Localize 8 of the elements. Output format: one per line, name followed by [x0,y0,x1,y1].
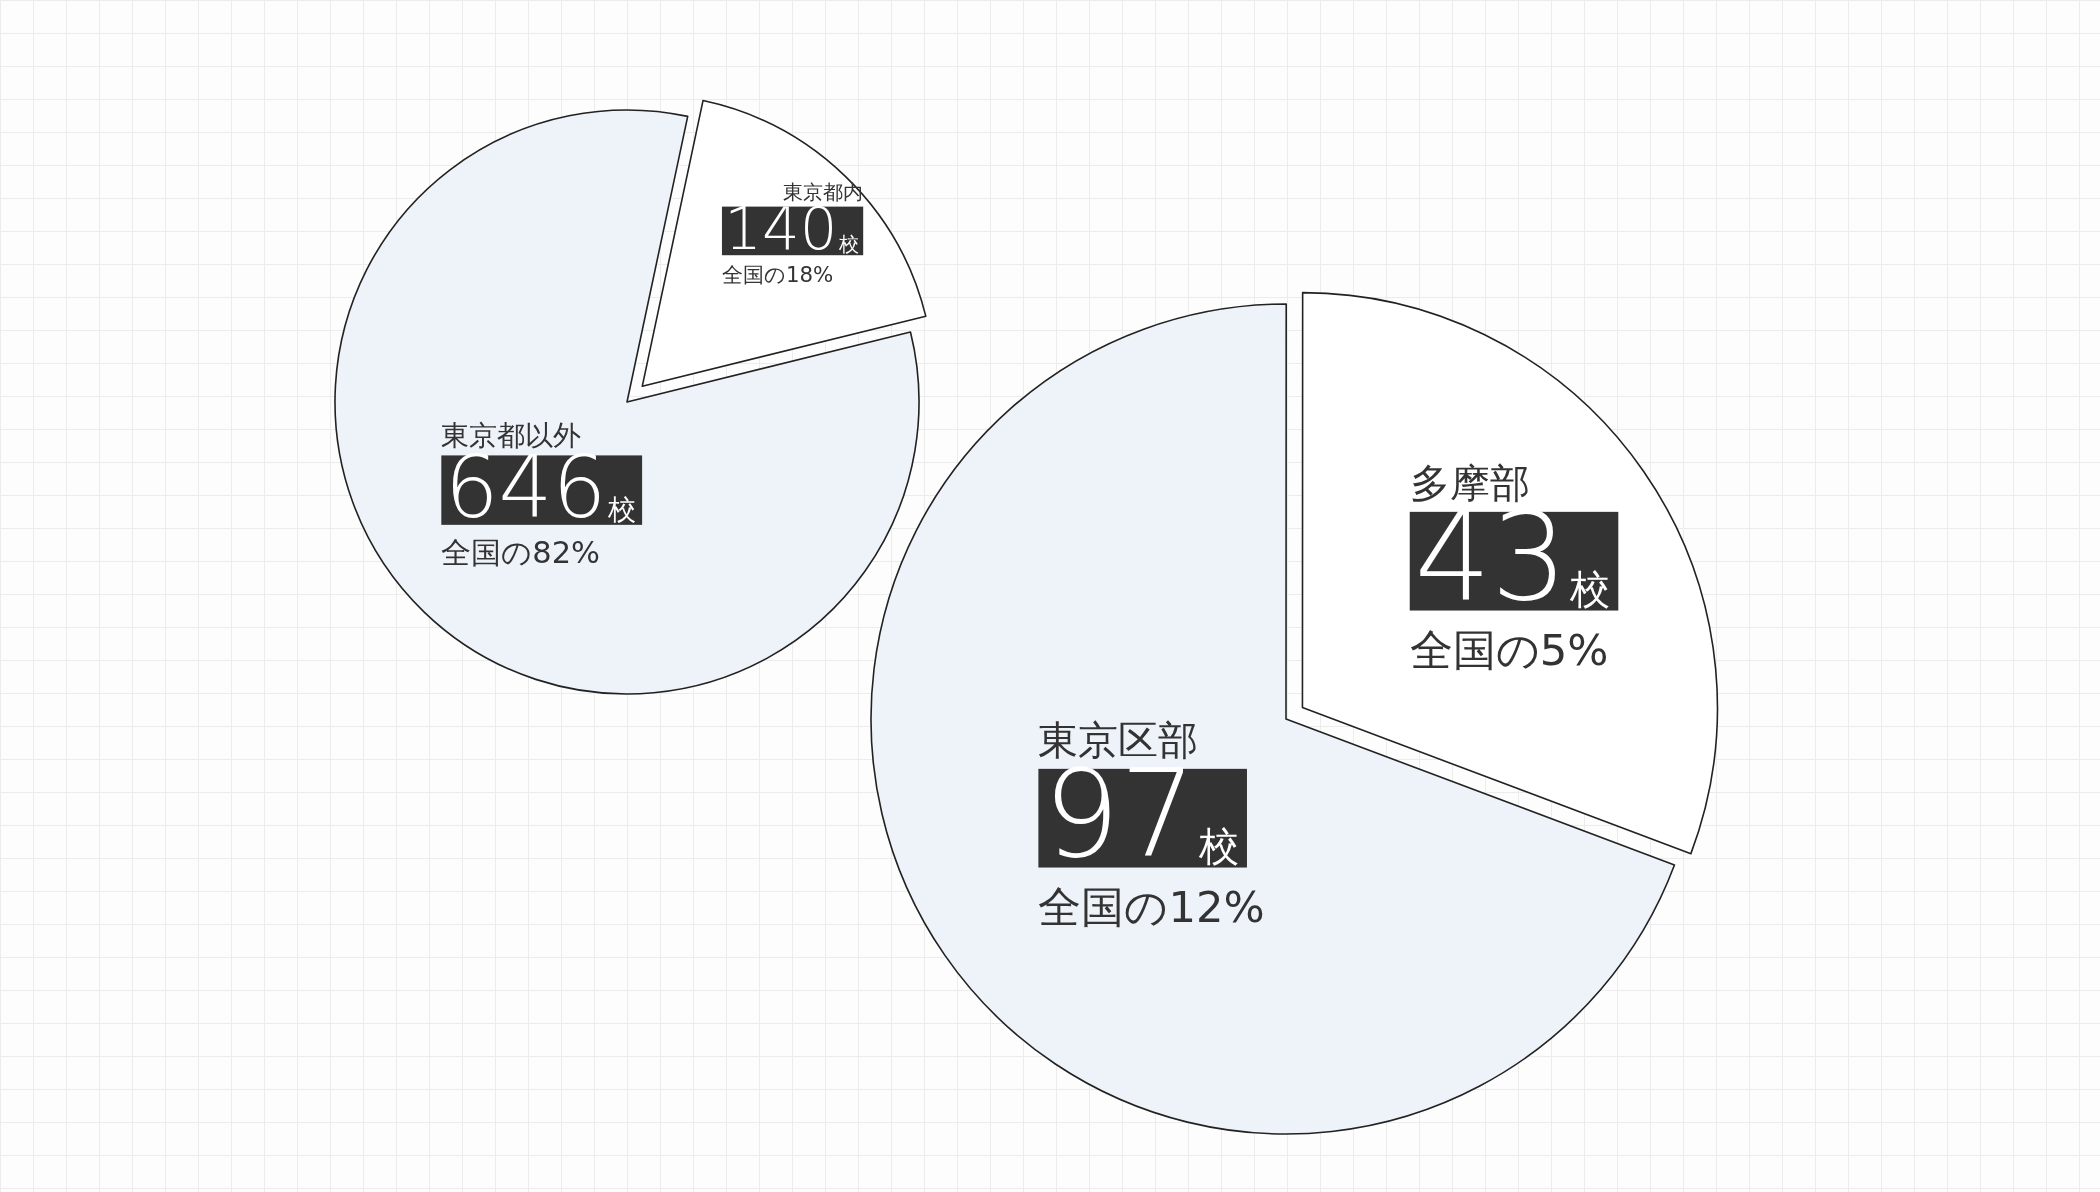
text: 全国の5% [1409,624,1609,675]
text: 全国の18% [721,261,834,287]
text: 全国の12% [1038,881,1265,932]
text: 全国の82% [441,534,601,570]
text: 校 [1570,565,1611,612]
text: 校 [1198,822,1239,869]
text: 校 [608,493,637,527]
text: 校 [838,233,859,257]
